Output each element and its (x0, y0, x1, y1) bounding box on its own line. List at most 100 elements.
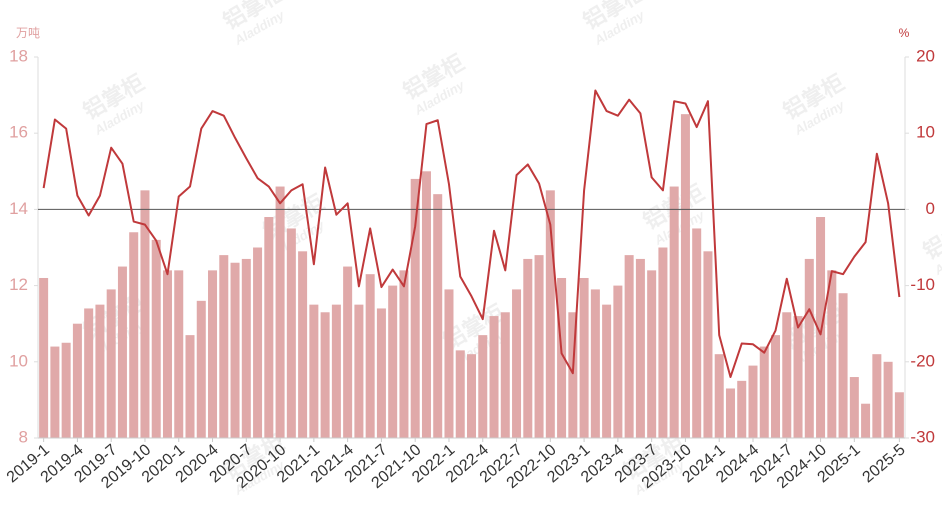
bar (872, 354, 882, 438)
bar (568, 312, 578, 438)
bar (579, 277, 589, 438)
bar (388, 285, 398, 438)
bar (534, 255, 544, 438)
y2-tick-label: 20 (916, 46, 935, 65)
bar (253, 247, 263, 438)
bar (129, 232, 139, 438)
bar (117, 266, 127, 438)
x-tick-label: 2025-5 (860, 441, 909, 486)
bar (95, 304, 105, 438)
bar (714, 354, 724, 438)
y2-tick-label: -30 (910, 427, 935, 446)
bar (523, 258, 533, 438)
bar (725, 388, 735, 438)
bar (320, 312, 330, 438)
bar (602, 304, 612, 438)
bar (264, 217, 274, 438)
bar (861, 403, 871, 438)
bar (50, 346, 60, 438)
bar (512, 289, 522, 438)
y-tick-label: 12 (9, 275, 28, 294)
y2-tick-label: -10 (910, 275, 935, 294)
bar (399, 270, 409, 438)
y2-axis-label: % (899, 26, 910, 40)
bar (39, 277, 49, 438)
bar (455, 350, 465, 438)
y-tick-label: 14 (9, 199, 28, 218)
bar (174, 270, 184, 438)
bar (590, 289, 600, 438)
bar (241, 258, 251, 438)
bar (849, 377, 859, 438)
bar (185, 335, 195, 438)
bar (410, 178, 420, 439)
bar (658, 247, 668, 438)
bar (737, 380, 747, 438)
bar (151, 239, 161, 438)
line (42, 89, 901, 379)
bar (106, 289, 116, 438)
bar (894, 392, 904, 438)
bar (782, 312, 792, 438)
bar (286, 228, 296, 438)
bar (208, 270, 218, 438)
y-tick-label: 16 (9, 123, 28, 142)
bar (703, 251, 713, 438)
y-tick-label: 10 (9, 351, 28, 370)
bar (816, 217, 826, 438)
bar (140, 190, 150, 438)
bar (298, 251, 308, 438)
bar (84, 308, 94, 438)
bar (331, 304, 341, 438)
y-tick-label: 8 (19, 427, 28, 446)
bar (433, 194, 443, 438)
bar (793, 316, 803, 438)
bar (365, 274, 375, 438)
y2-tick-label: 10 (916, 123, 935, 142)
bar (354, 304, 364, 438)
bar (680, 114, 690, 439)
bar (162, 270, 172, 438)
bar (748, 365, 758, 438)
bar (219, 255, 229, 438)
bar (309, 304, 319, 438)
bar (771, 335, 781, 438)
bar (635, 258, 645, 438)
bar (196, 300, 206, 438)
bar (376, 308, 386, 438)
bar (275, 186, 285, 438)
bar (613, 285, 623, 438)
bar (545, 190, 555, 438)
watermark-text: 铝掌柜 (919, 210, 942, 265)
bar (489, 316, 499, 438)
bar (557, 277, 567, 438)
bar (72, 323, 82, 438)
bar (669, 186, 679, 438)
bar (804, 258, 814, 438)
bar (230, 262, 240, 438)
bar (759, 346, 769, 438)
bar (692, 228, 702, 438)
bar (343, 266, 353, 438)
bar (500, 312, 510, 438)
y2-tick-label: -20 (910, 351, 935, 370)
y-tick-label: 18 (9, 46, 28, 65)
bar (444, 289, 454, 438)
bar (478, 335, 488, 438)
bar (61, 342, 71, 438)
bar (421, 171, 431, 439)
bar (838, 293, 848, 438)
bar (883, 361, 893, 438)
y-axis-label: 万吨 (16, 26, 40, 40)
bar (466, 354, 477, 438)
bar (647, 270, 657, 438)
bar (827, 270, 837, 438)
y2-tick-label: 0 (926, 199, 935, 218)
